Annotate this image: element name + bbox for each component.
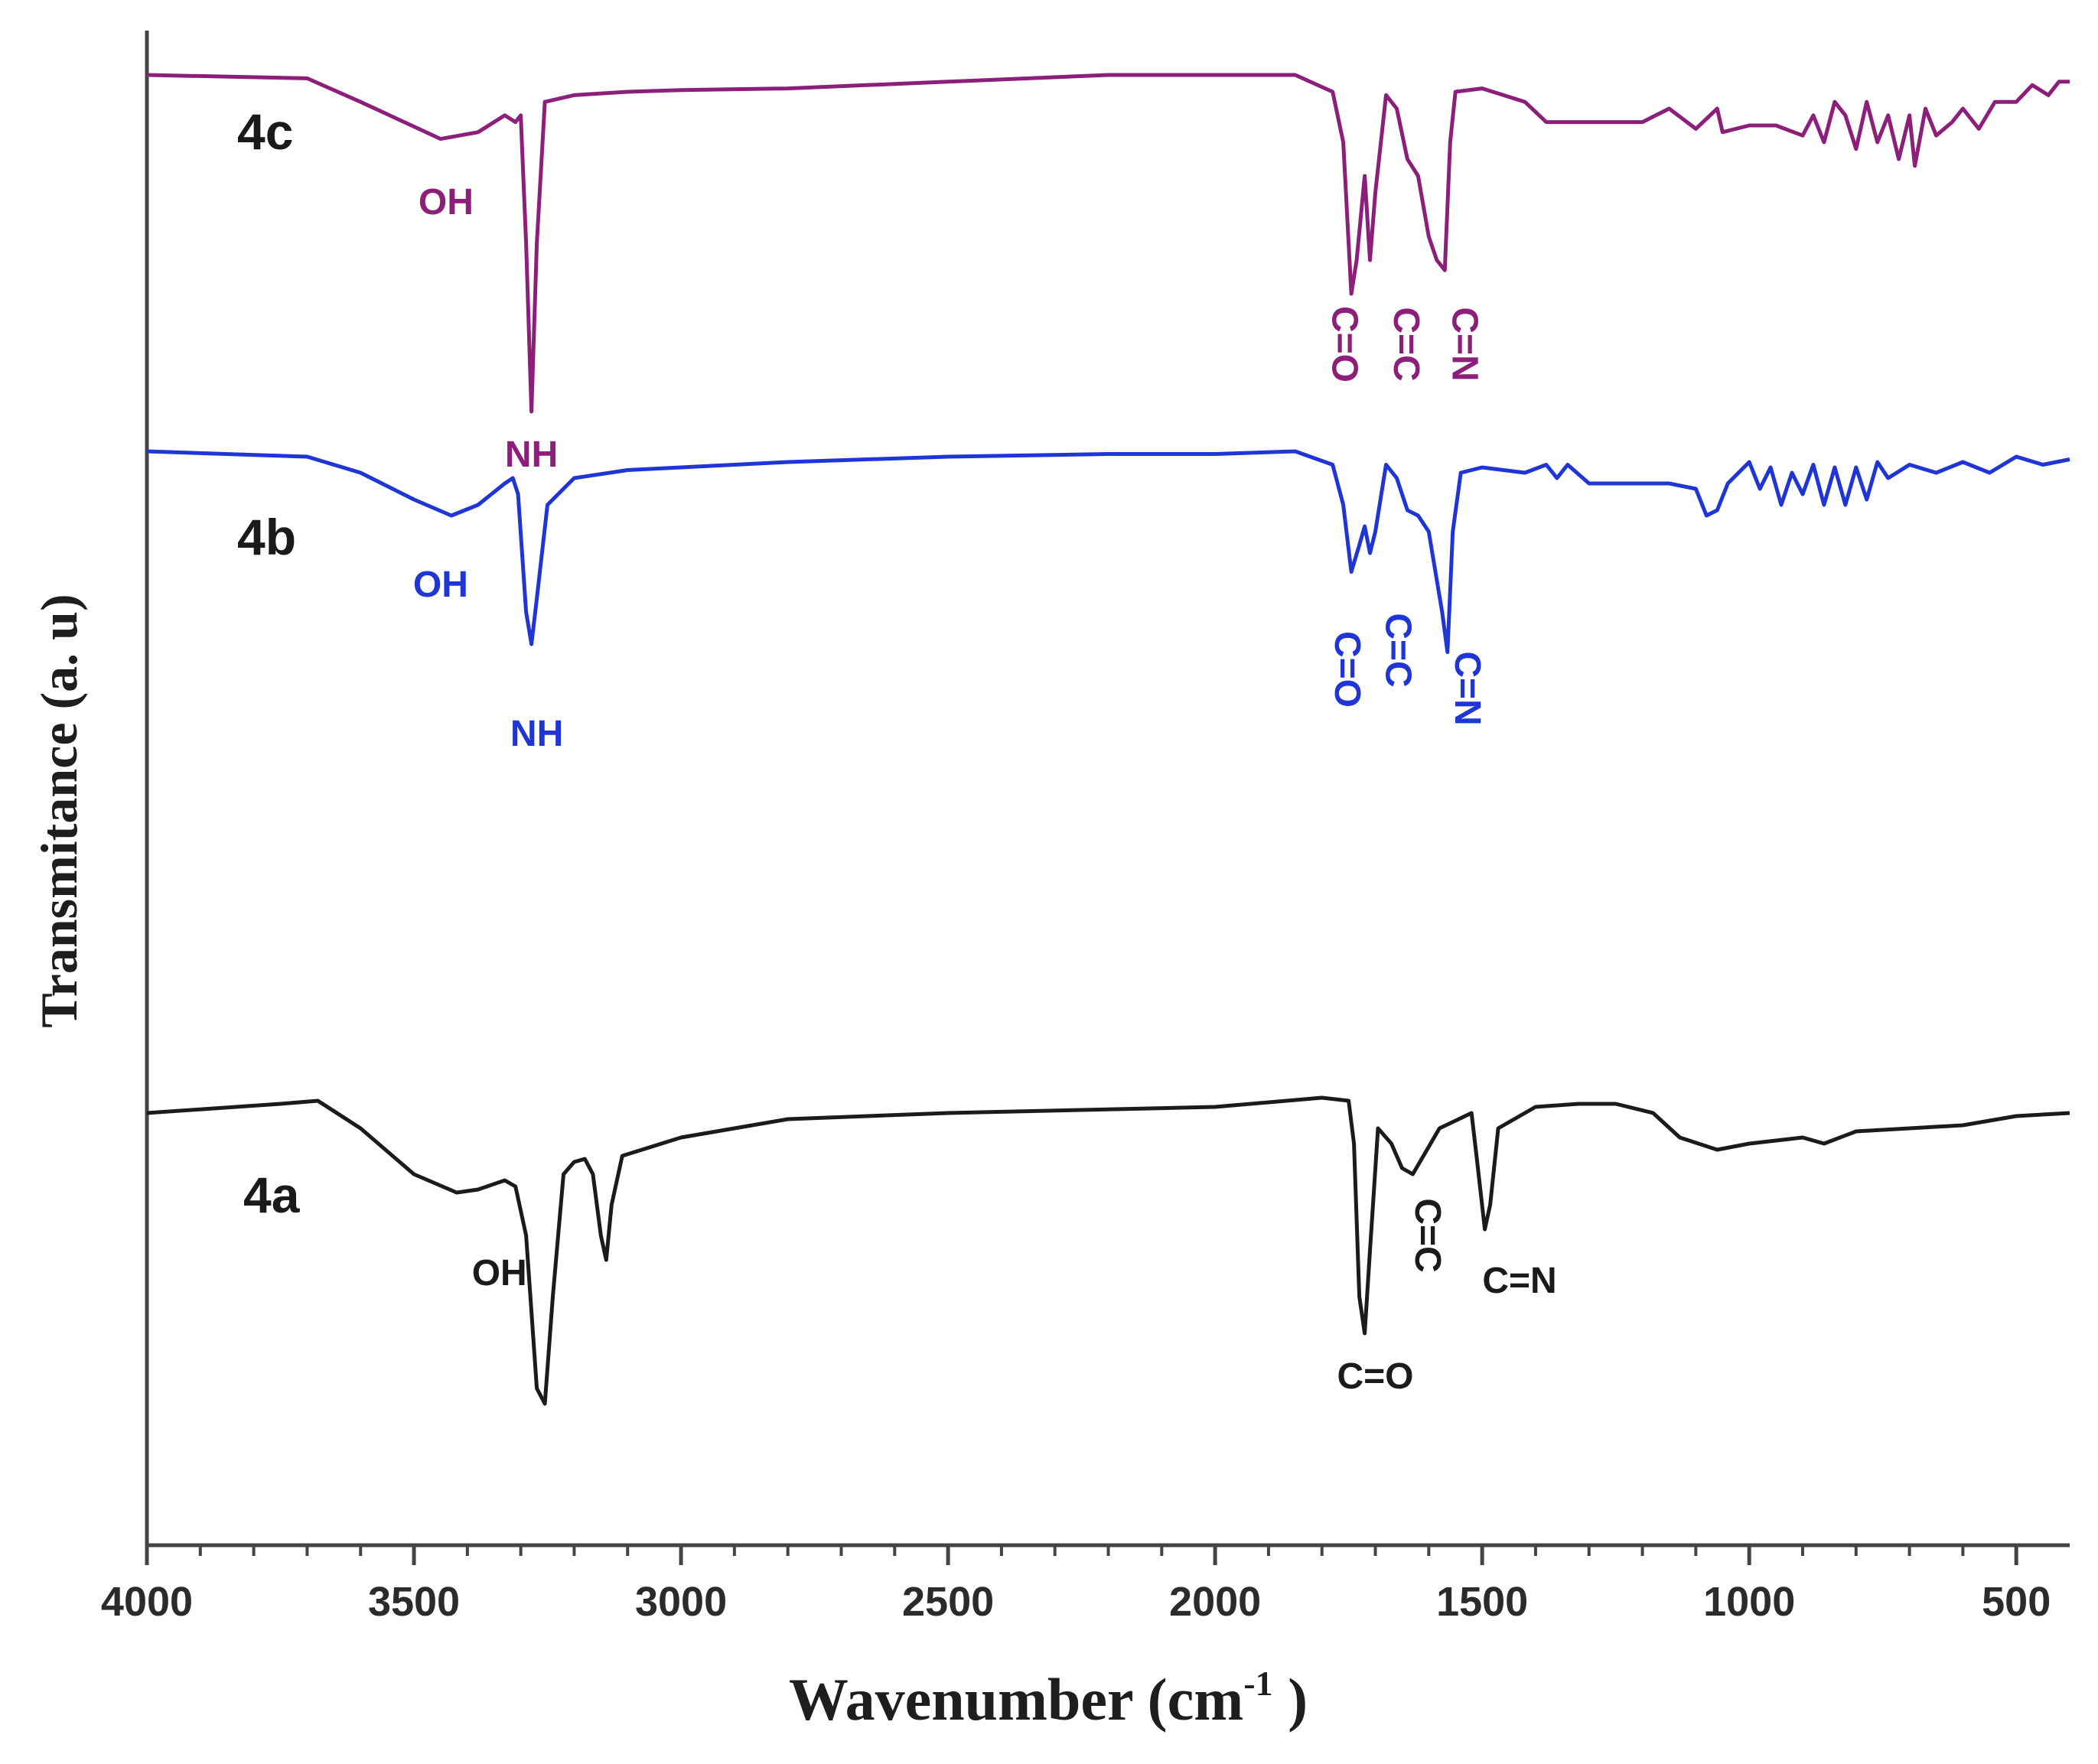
series-label-4b: 4b: [237, 509, 296, 565]
peak-label-4c-oh: OH: [419, 182, 474, 223]
x-tick-label: 2000: [1169, 1579, 1261, 1625]
x-tick-label: 4000: [101, 1579, 193, 1625]
y-axis-title: Transmitance (a. u): [30, 594, 88, 1027]
peak-label-4a-c-c: C=C: [1407, 1198, 1448, 1272]
x-tick-label: 3000: [635, 1579, 727, 1625]
peak-label-4a-oh: OH: [472, 1253, 527, 1294]
series-line-4c: [146, 73, 2070, 414]
x-tick-label: 1000: [1703, 1579, 1795, 1625]
peak-label-4c-c-c: C=C: [1386, 307, 1426, 381]
peak-label-4b-c-c: C=C: [1378, 613, 1419, 687]
x-axis-ticks: [145, 1545, 2018, 1565]
series-label-4a: 4a: [243, 1167, 301, 1223]
x-tick-label: 2500: [902, 1579, 994, 1625]
series-lines: [146, 73, 2070, 1406]
series-line-4a: [146, 1095, 2070, 1406]
series-line-4b: [146, 449, 2070, 654]
x-tick-label: 500: [1982, 1579, 2051, 1625]
peak-label-4a-c-n: C=N: [1482, 1261, 1556, 1301]
x-axis-tick-labels: 4000 3500 3000 2500 2000 1500 1000 500: [101, 1579, 2051, 1625]
peak-label-4b-c-n: C=N: [1447, 651, 1487, 725]
peak-label-4b-c-o: C=O: [1327, 631, 1367, 708]
peak-label-4c-c-o: C=O: [1324, 306, 1365, 382]
series-label-4c: 4c: [237, 103, 293, 160]
peak-annotations: OH NH C=O C=C C=N OH NH C=O C=C C=N OH C=C C=N C=O: [413, 182, 1557, 1397]
x-tick-label: 1500: [1436, 1579, 1528, 1625]
peak-label-4c-c-n: C=N: [1445, 307, 1485, 381]
peak-label-4a-c-o: C=O: [1337, 1356, 1413, 1397]
peak-label-4b-nh: NH: [510, 714, 563, 754]
x-axis-title: Wavenumber (cm-1 ): [789, 1664, 1308, 1733]
x-tick-label: 3500: [368, 1579, 460, 1625]
series-labels: 4c 4b 4a: [237, 103, 301, 1223]
peak-label-4b-oh: OH: [413, 565, 468, 605]
peak-label-4c-nh: NH: [505, 434, 558, 475]
